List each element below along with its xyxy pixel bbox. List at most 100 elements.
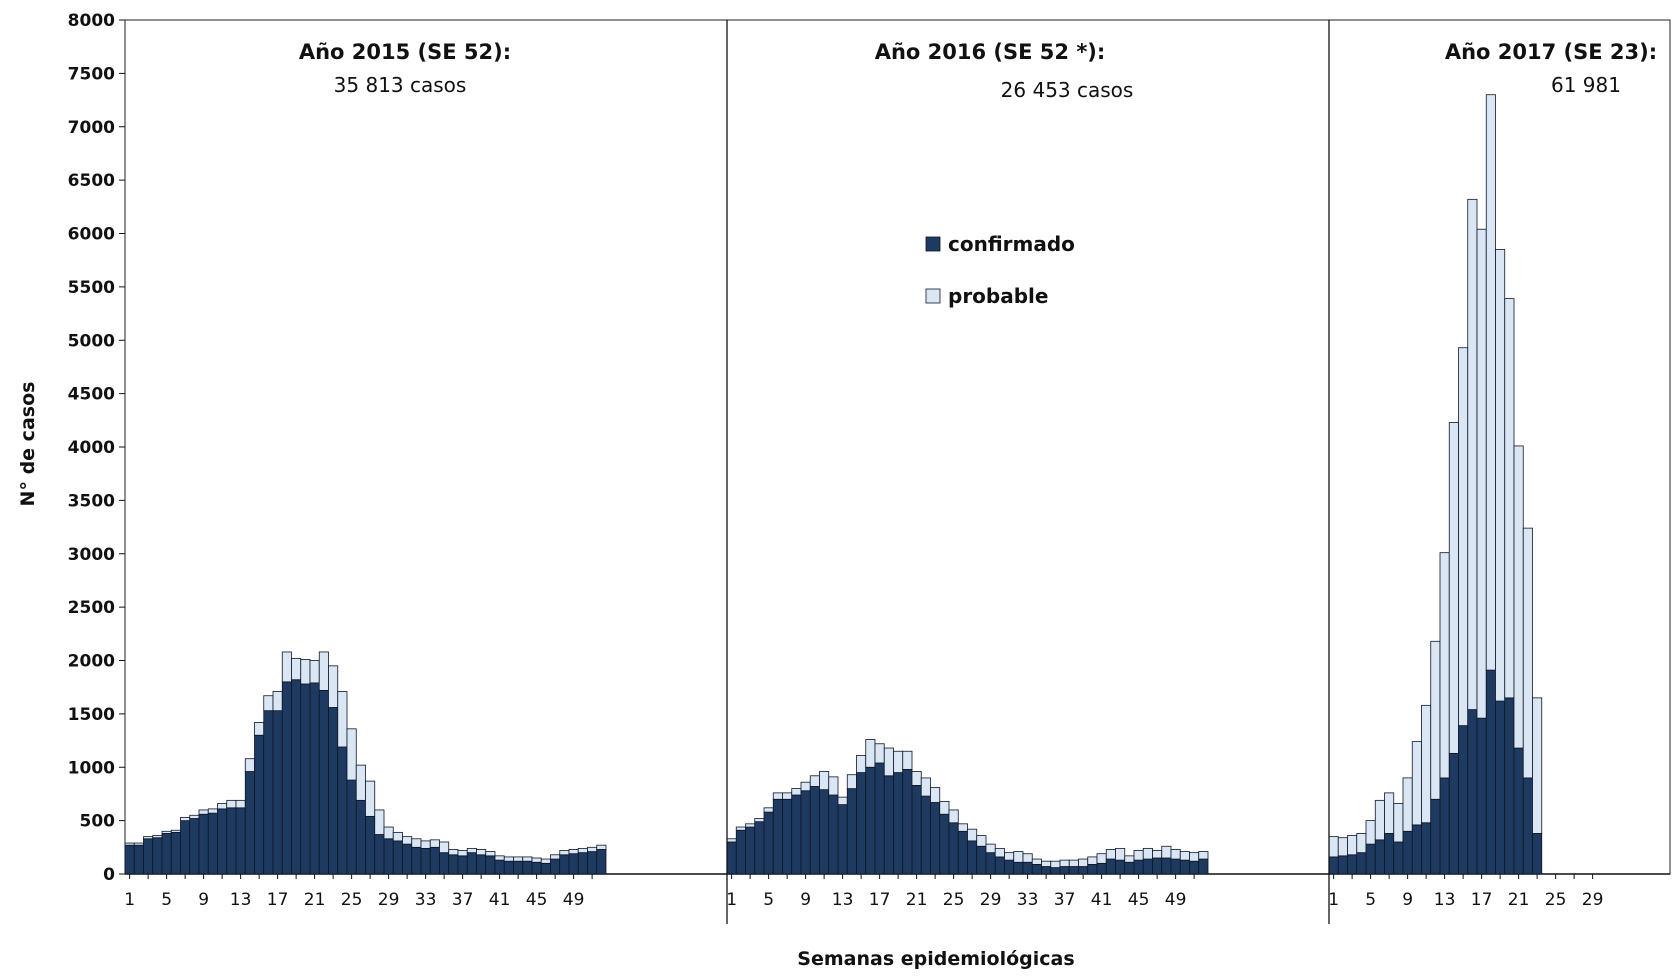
bar-probable	[930, 787, 941, 803]
bar-confirmado	[1170, 858, 1181, 875]
bar-confirmado	[392, 840, 403, 875]
x-tick-label: 21	[304, 890, 326, 910]
bar-probable	[170, 829, 181, 833]
bar-confirmado	[263, 710, 274, 875]
bar-probable	[1124, 855, 1135, 863]
legend-swatch-confirmado	[925, 236, 941, 252]
period-case-count: 35 813 casos	[334, 73, 467, 97]
bar-confirmado	[355, 799, 366, 875]
x-tick-label: 41	[1091, 890, 1113, 910]
bar-probable	[1411, 741, 1422, 826]
bar-probable	[1337, 837, 1348, 857]
bar-probable	[1356, 833, 1367, 854]
period-title: Año 2017 (SE 23):	[1445, 40, 1657, 64]
bar-probable	[985, 843, 996, 854]
y-tick-label: 500	[80, 812, 116, 832]
bar-probable	[392, 831, 403, 842]
bar-probable	[1458, 347, 1469, 727]
x-tick-label: 1	[726, 890, 737, 910]
bar-probable	[1365, 820, 1376, 845]
bar-confirmado	[189, 818, 200, 875]
bar-confirmado	[1448, 752, 1459, 875]
bar-confirmado	[513, 860, 524, 875]
x-tick-label: 17	[267, 890, 289, 910]
x-tick-label: 21	[906, 890, 928, 910]
bar-probable	[1393, 803, 1404, 843]
y-tick-label: 4000	[68, 438, 115, 458]
y-tick-label: 4500	[68, 385, 115, 405]
bar-confirmado	[763, 811, 774, 875]
bar-confirmado	[1476, 717, 1487, 875]
bar-confirmado	[550, 858, 561, 875]
bar-confirmado	[1161, 857, 1172, 875]
bar-confirmado	[828, 794, 839, 875]
bar-confirmado	[1179, 859, 1190, 875]
bar-confirmado	[1328, 856, 1339, 875]
bar-confirmado	[559, 854, 570, 875]
bar-confirmado	[531, 861, 542, 875]
bar-confirmado	[457, 855, 468, 875]
bar-confirmado	[837, 804, 848, 875]
bar-confirmado	[1532, 833, 1543, 875]
bar-confirmado	[587, 851, 598, 875]
bar-probable	[374, 809, 385, 835]
bar-confirmado	[994, 856, 1005, 875]
bar-probable	[1013, 851, 1024, 863]
bar-probable	[772, 792, 783, 800]
bar-probable	[124, 842, 135, 846]
bar-confirmado	[1513, 747, 1524, 875]
bar-probable	[411, 838, 422, 848]
bar-probable	[503, 856, 514, 862]
bar-confirmado	[809, 786, 820, 875]
bar-probable	[1402, 777, 1413, 832]
bar-probable	[1115, 847, 1126, 861]
bar-probable	[819, 771, 830, 791]
bar-confirmado	[1059, 866, 1070, 875]
bar-probable	[596, 844, 607, 850]
x-tick-label: 1	[124, 890, 135, 910]
bar-confirmado	[374, 834, 385, 875]
bar-confirmado	[1142, 858, 1153, 875]
bar-probable	[198, 809, 209, 815]
period-annotations: Año 2015 (SE 52): 35 813 casos Año 2016 (S…	[299, 40, 1657, 102]
bar-probable	[152, 835, 163, 839]
x-tick-label: 45	[1128, 890, 1150, 910]
bar-confirmado	[902, 768, 913, 875]
bar-confirmado	[1393, 841, 1404, 875]
x-tick-label: 37	[452, 890, 474, 910]
x-tick-label: 29	[1582, 890, 1604, 910]
bar-probable	[226, 799, 237, 809]
bar-confirmado	[800, 790, 811, 875]
bar-confirmado	[133, 844, 144, 875]
period-separators	[726, 20, 1330, 924]
period-title: Año 2015 (SE 52):	[299, 40, 511, 64]
bar-confirmado	[161, 833, 172, 875]
bar-confirmado	[754, 821, 765, 875]
bar-probable	[457, 850, 468, 857]
bar-confirmado	[1013, 861, 1024, 875]
bar-probable	[263, 695, 274, 712]
bar-probable	[1031, 858, 1042, 865]
bar-confirmado	[420, 847, 431, 875]
bar-confirmado	[985, 852, 996, 875]
y-tick-label: 1500	[68, 705, 115, 725]
x-tick-label: 37	[1054, 890, 1076, 910]
x-tick-label: 33	[1017, 890, 1039, 910]
bar-confirmado	[1374, 839, 1385, 875]
bar-confirmado	[772, 798, 783, 875]
legend-label-probable: probable	[948, 284, 1048, 308]
bar-probable	[1133, 850, 1144, 861]
bar-probable	[1328, 836, 1339, 858]
bar-probable	[948, 809, 959, 824]
bar-confirmado	[1068, 866, 1079, 875]
bar-confirmado	[235, 807, 246, 875]
x-tick-label: 1	[1328, 890, 1339, 910]
x-tick-label: 13	[832, 890, 854, 910]
period-case-count: 61 981	[1551, 73, 1621, 97]
bar-confirmado	[1198, 858, 1209, 875]
bar-probable	[540, 858, 551, 864]
bar-probable	[1430, 640, 1441, 800]
bar-confirmado	[1458, 725, 1469, 875]
bar-probable	[1161, 845, 1172, 859]
bar-probable	[1170, 849, 1181, 860]
